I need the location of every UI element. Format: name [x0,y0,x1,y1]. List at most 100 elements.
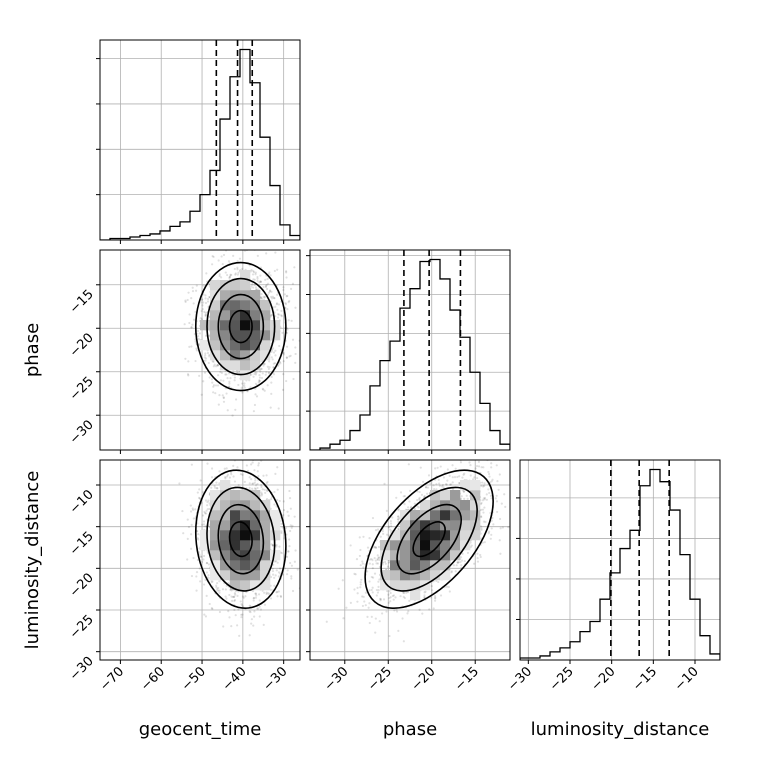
sample-point [250,373,253,376]
sample-point [259,608,263,611]
sample-point [198,553,201,556]
histogram-bin [170,226,180,240]
sample-point [252,270,255,273]
histogram-bin [240,50,250,240]
sample-point [198,567,201,570]
sample-point [233,595,236,598]
histogram-bin [150,234,160,240]
sample-point [270,496,273,499]
sample-point [254,288,258,291]
sample-point [260,368,263,371]
sample-point [186,518,189,521]
sample-point [281,388,285,391]
sample-point [243,480,246,483]
sample-point [374,546,378,549]
density-cell [210,310,221,321]
sample-point [205,313,208,316]
sample-point [248,610,251,613]
sample-point [188,345,191,349]
density-cell [240,370,251,381]
sample-point [282,508,286,512]
sample-point [263,488,266,491]
sample-point [276,595,279,598]
sample-point [206,504,209,507]
histogram-bin [270,186,280,240]
sample-point [252,596,256,600]
sample-point [183,323,186,326]
sample-point [239,446,241,448]
density-cell [210,340,221,351]
sample-point [228,275,231,279]
x-tick-label: −30 [322,664,352,694]
sample-point [276,308,279,311]
sample-point [192,302,195,305]
sample-point [198,343,201,346]
sample-point [280,315,283,318]
density-cell [270,520,281,531]
sample-point [205,571,209,574]
sample-point [225,373,228,376]
density-cell [220,330,231,341]
contour-line [194,261,287,392]
density-cell [260,510,271,521]
sample-point [211,448,213,450]
sample-point [285,356,288,359]
sample-point [220,276,223,279]
sample-point [368,580,371,583]
sample-point [258,373,261,377]
density-cell [240,510,251,521]
sample-point [272,296,276,300]
sample-point [201,307,204,311]
sample-point [210,467,214,470]
sample-point [288,489,291,493]
histogram-bin [700,636,710,660]
sample-point [264,285,268,289]
sample-point [258,379,261,382]
sample-point [263,603,267,606]
sample-point [241,605,245,608]
sample-point [198,497,201,500]
sample-point [225,451,227,453]
sample-point [187,291,190,294]
sample-point [238,257,242,260]
sample-point [216,589,220,592]
sample-point [265,287,269,291]
sample-point [270,350,273,353]
panel-frame [99,249,301,451]
sample-point [227,385,231,388]
sample-point [186,373,190,376]
sample-point [197,337,200,341]
histogram-bin [390,341,400,450]
density-cell [230,520,241,531]
density-cell [240,350,251,361]
histogram-bin [280,225,290,240]
sample-point [494,497,497,500]
sample-point [229,471,233,474]
sample-point [244,232,246,234]
density-cell [230,350,241,361]
sample-point [261,372,264,375]
histogram-bin [140,235,150,240]
sample-point [278,313,281,316]
y-tick-label: −30 [67,654,97,684]
histogram-bin [290,235,300,240]
density-cell [260,530,271,541]
sample-point [384,562,387,565]
sample-point [228,385,231,388]
sample-point [278,545,281,548]
sample-point [196,491,199,494]
sample-point [259,280,263,283]
sample-point [260,293,263,296]
density-cell [230,330,241,341]
sample-point [240,603,243,606]
sample-point [243,386,246,389]
sample-point [265,371,268,374]
sample-point [406,591,410,594]
sample-point [204,334,208,337]
sample-point [252,482,255,485]
sample-point [203,371,207,374]
density-cell [250,550,261,561]
sample-point [211,255,214,258]
histogram-step [310,258,510,450]
sample-point [208,355,211,358]
